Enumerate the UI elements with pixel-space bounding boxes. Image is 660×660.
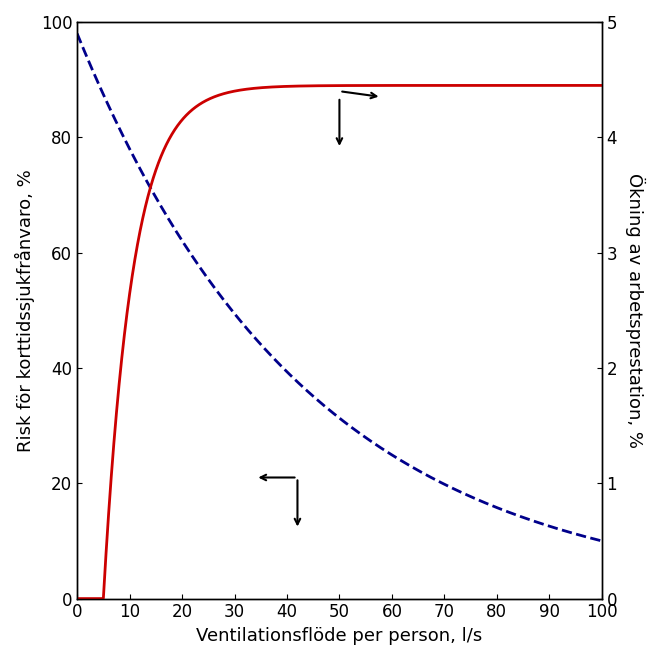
X-axis label: Ventilationsflöde per person, l/s: Ventilationsflöde per person, l/s [196,627,482,645]
Y-axis label: Ökning av arbetsprestation, %: Ökning av arbetsprestation, % [625,173,645,447]
Y-axis label: Risk för korttidssjukfrånvaro, %: Risk för korttidssjukfrånvaro, % [15,169,35,451]
